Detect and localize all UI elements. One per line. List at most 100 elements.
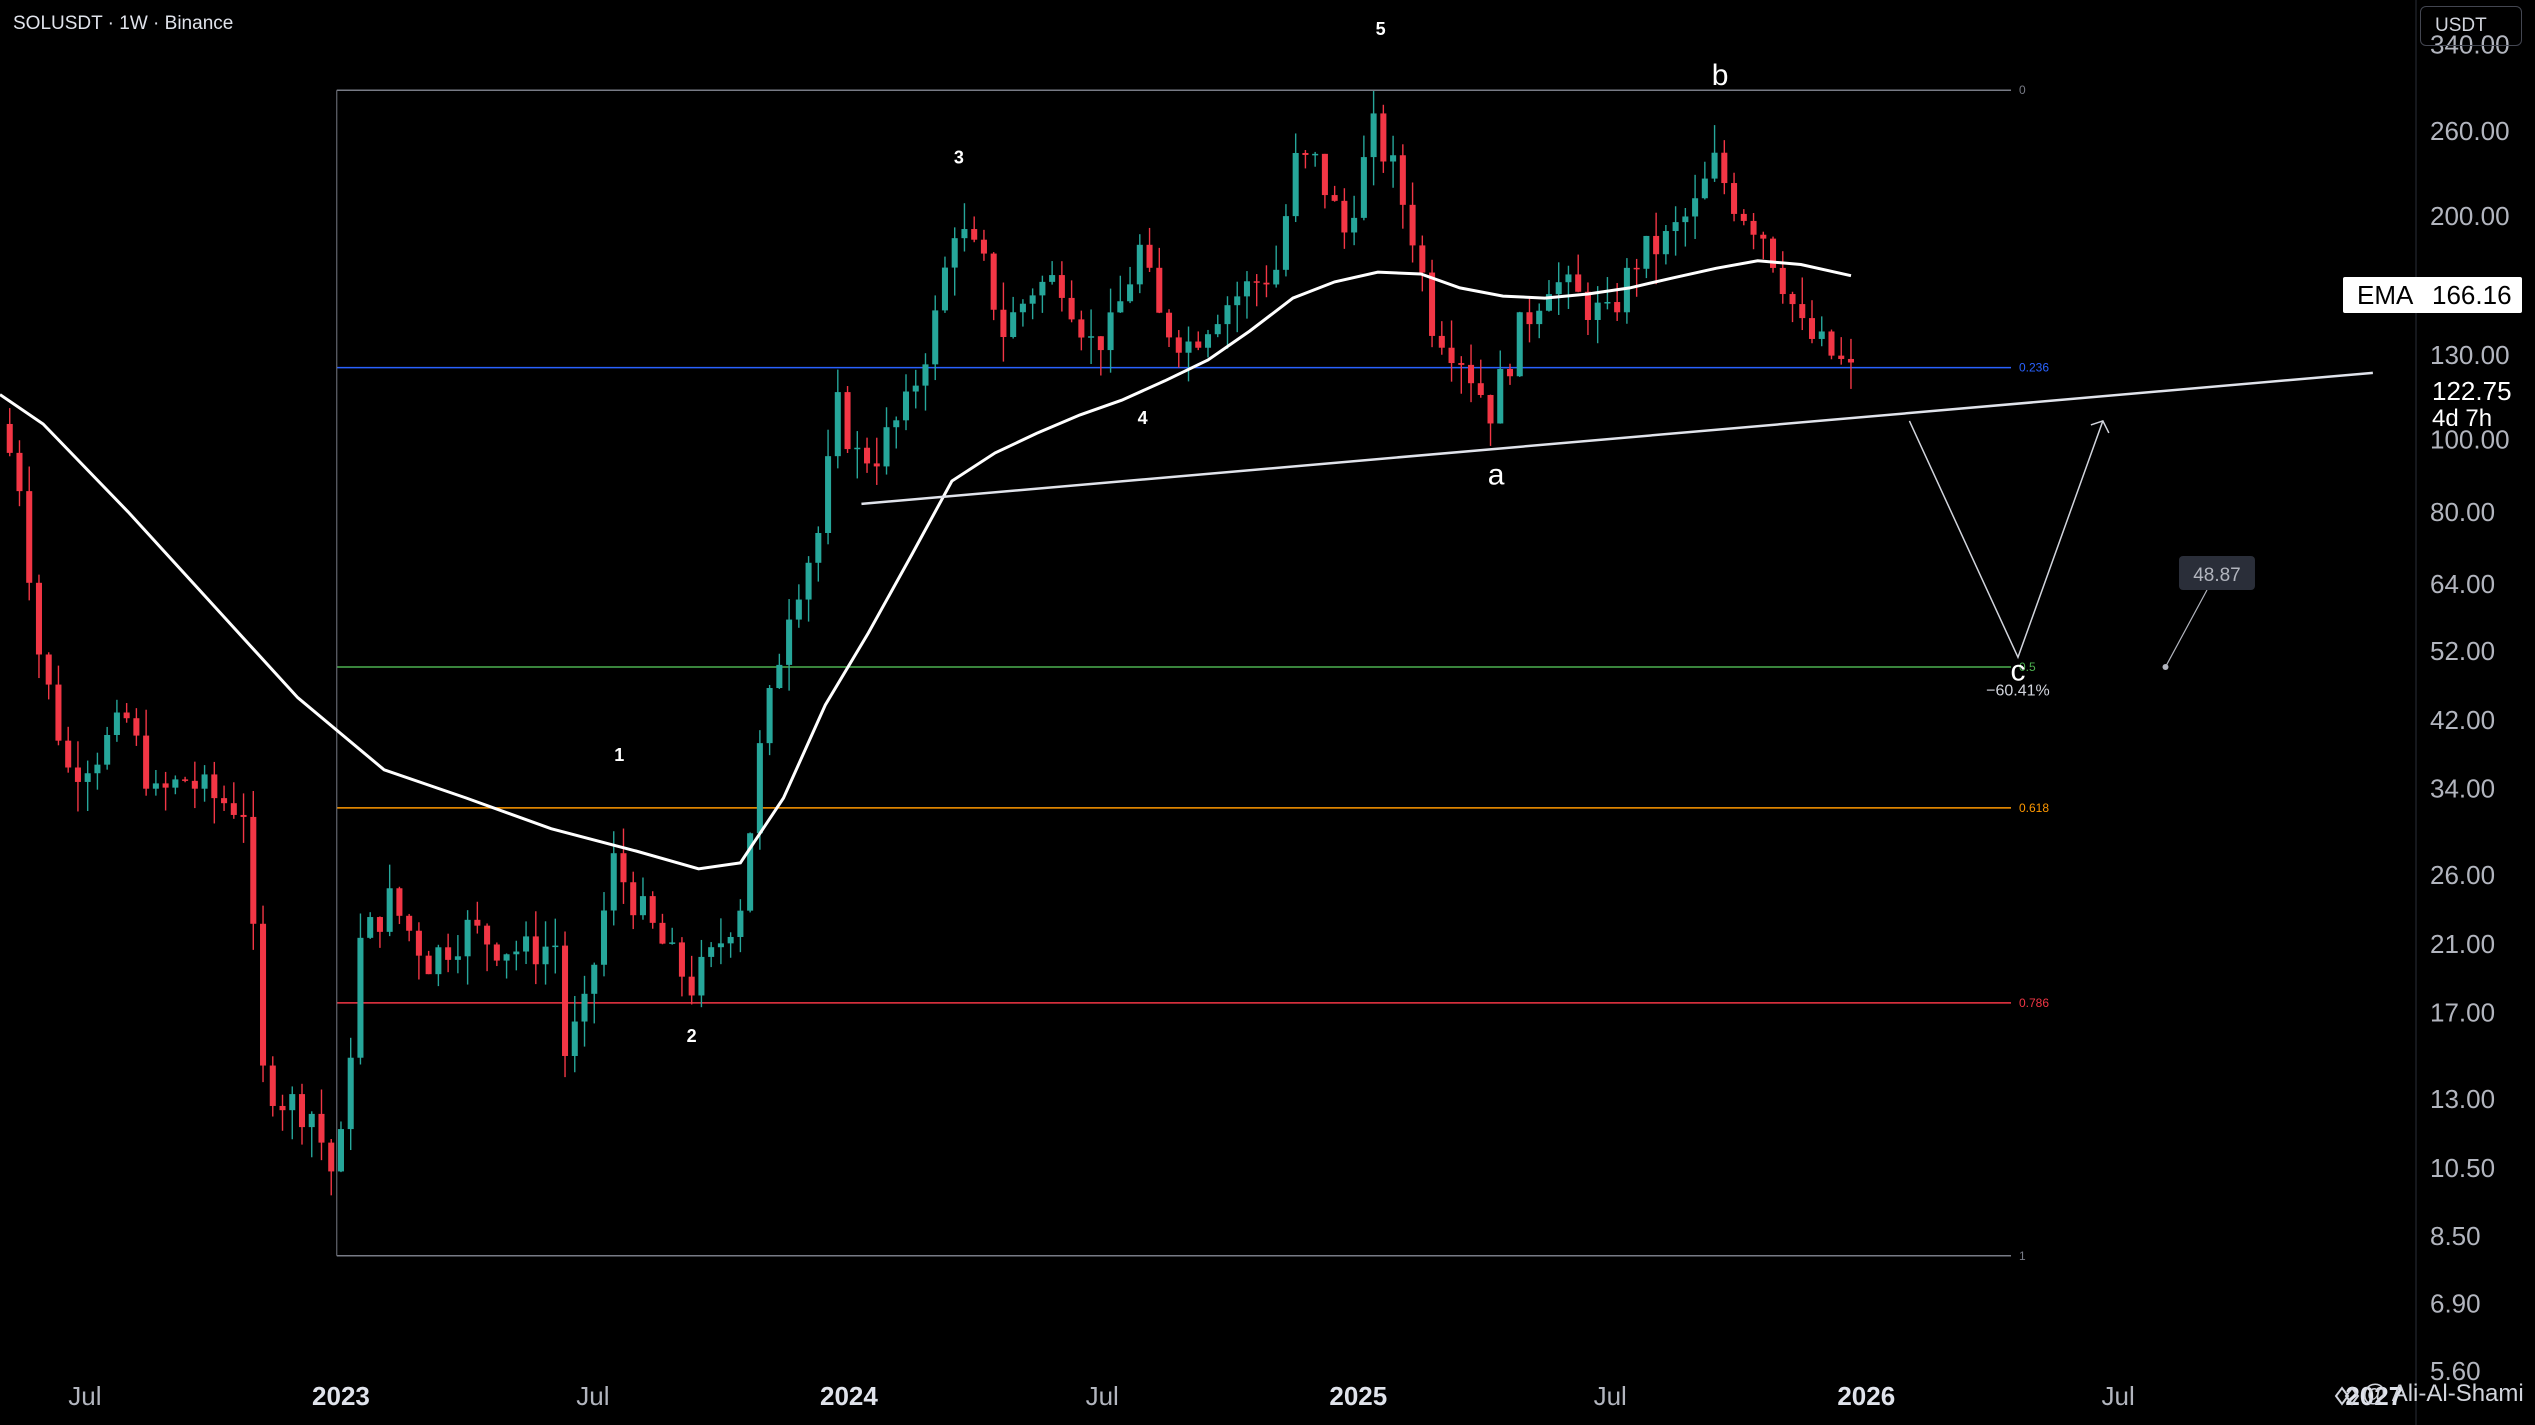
ema-line bbox=[0, 259, 1852, 871]
candle-body bbox=[1263, 282, 1270, 285]
y-tick-label: 34.00 bbox=[2430, 773, 2495, 803]
candle-body bbox=[844, 392, 851, 450]
candle-body bbox=[474, 919, 481, 926]
candle-body bbox=[191, 780, 198, 789]
candle-body bbox=[532, 936, 539, 965]
y-tick-label: 5.60 bbox=[2430, 1356, 2481, 1386]
candle-body bbox=[542, 946, 549, 965]
wave-label: c bbox=[2010, 654, 2025, 687]
candle-body bbox=[1565, 274, 1572, 283]
candle-body bbox=[1224, 305, 1231, 325]
candle-body bbox=[1214, 324, 1221, 335]
candle-body bbox=[1731, 183, 1738, 214]
candle-body bbox=[1789, 294, 1796, 305]
candle-body bbox=[1107, 312, 1114, 351]
candle-body bbox=[328, 1142, 335, 1172]
candle-body bbox=[1039, 281, 1046, 296]
wave-label: 4 bbox=[1138, 408, 1148, 428]
candle-body bbox=[1273, 269, 1280, 285]
candle-body bbox=[1847, 358, 1854, 363]
candle-body bbox=[1000, 309, 1007, 338]
candle-body bbox=[1117, 301, 1124, 313]
candle-body bbox=[864, 447, 871, 464]
price-tag-box bbox=[2178, 555, 2255, 590]
x-tick-label: 2025 bbox=[1329, 1381, 1387, 1411]
candle-body bbox=[825, 456, 832, 533]
candle-body bbox=[912, 385, 919, 392]
candle-body bbox=[1487, 394, 1494, 424]
candle-body bbox=[805, 562, 812, 600]
candle-body bbox=[552, 945, 559, 948]
candle-body bbox=[74, 767, 81, 782]
candle-body bbox=[766, 688, 773, 744]
candle-body bbox=[610, 853, 617, 911]
candle-body bbox=[123, 712, 130, 719]
y-tick-label: 10.50 bbox=[2430, 1153, 2495, 1183]
candle-body bbox=[55, 684, 62, 741]
candle-body bbox=[932, 310, 939, 365]
candle-body bbox=[1419, 245, 1426, 273]
candle-body bbox=[1049, 275, 1056, 282]
candle-body bbox=[717, 943, 724, 948]
x-tick-label: 2023 bbox=[312, 1381, 370, 1411]
candle-body bbox=[727, 936, 734, 944]
candle-body bbox=[1448, 347, 1455, 364]
x-tick-label: Jul bbox=[1594, 1381, 1627, 1411]
candle-body bbox=[523, 936, 530, 952]
candle-body bbox=[35, 582, 42, 655]
candle-body bbox=[1175, 337, 1182, 353]
candle-body bbox=[16, 452, 23, 492]
candle-body bbox=[1828, 331, 1835, 356]
candle-body bbox=[347, 1057, 354, 1130]
candle-body bbox=[1156, 267, 1163, 313]
fib-level-label: 0.236 bbox=[2019, 361, 2049, 375]
candle-body bbox=[1740, 213, 1747, 221]
candle-body bbox=[1808, 318, 1816, 339]
fib-level-label: 0.5 bbox=[2019, 660, 2036, 674]
candle-body bbox=[113, 712, 120, 735]
currency-unit-button[interactable]: USDT bbox=[2420, 6, 2522, 46]
candle-body bbox=[1555, 282, 1562, 295]
candle-body bbox=[854, 447, 861, 450]
candle-body bbox=[1779, 267, 1786, 295]
candle-body bbox=[376, 917, 383, 932]
price-tag-anchor bbox=[2162, 663, 2169, 670]
candle-body bbox=[1146, 244, 1153, 268]
price-tag-value: 48.87 bbox=[2193, 565, 2241, 586]
candle-body bbox=[1653, 235, 1660, 255]
fib-level-label: 0.786 bbox=[2019, 996, 2049, 1010]
candle-body bbox=[1672, 222, 1679, 232]
candle-body bbox=[1497, 368, 1504, 424]
candle-body bbox=[1468, 364, 1475, 384]
candle-body bbox=[211, 774, 218, 799]
candle-body bbox=[834, 392, 841, 457]
candle-body bbox=[1185, 341, 1192, 353]
candle-body bbox=[230, 803, 237, 815]
candle-body bbox=[1682, 216, 1689, 223]
candle-body bbox=[1029, 295, 1036, 304]
candle-body bbox=[1380, 113, 1387, 162]
candle-body bbox=[1360, 157, 1367, 218]
candle-body bbox=[815, 532, 822, 563]
candle-body bbox=[893, 420, 900, 428]
candle-body bbox=[786, 619, 793, 665]
candle-body bbox=[1506, 368, 1514, 377]
fibonacci-retracement[interactable]: 0 0.236 0.5 0.618 0.786 1 bbox=[336, 83, 2050, 1263]
candle-body bbox=[1838, 355, 1845, 359]
candle-body bbox=[620, 853, 627, 883]
candle-body bbox=[84, 773, 91, 782]
candle-body bbox=[1458, 363, 1465, 365]
candle-body bbox=[1604, 302, 1611, 304]
candle-body bbox=[698, 956, 705, 996]
projection-percent-label: −60.41% bbox=[1986, 682, 2050, 699]
candle-body bbox=[951, 238, 958, 268]
support-trendline bbox=[861, 371, 2373, 506]
candle-body bbox=[1341, 200, 1348, 233]
candle-body bbox=[1399, 155, 1406, 205]
y-tick-label: 42.00 bbox=[2430, 705, 2495, 735]
ema-value-badge: 166.16 bbox=[2422, 277, 2522, 313]
candle-body bbox=[45, 654, 52, 685]
drawings[interactable]: −60.41% 48.87 bbox=[861, 371, 2373, 699]
candle-body bbox=[1643, 235, 1650, 269]
